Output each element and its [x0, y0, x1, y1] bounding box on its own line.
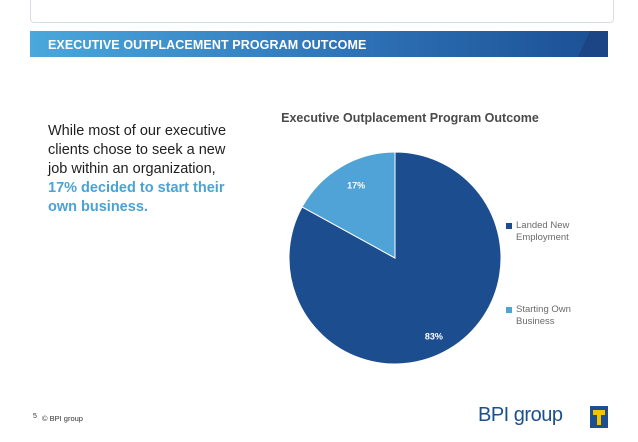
header-band-shape — [30, 31, 608, 57]
header-band: EXECUTIVE OUTPLACEMENT PROGRAM OUTCOME — [30, 31, 608, 57]
body-text-highlight: 17% decided to start their own business. — [48, 180, 225, 215]
logo-mark-icon — [590, 406, 608, 428]
legend-swatch — [506, 307, 512, 313]
legend-label: Landed New Employment — [516, 220, 570, 243]
pie-slice-starting-own-business — [301, 151, 396, 259]
logo-text: BPI group — [478, 404, 563, 426]
bpi-group-logo: BPI group — [478, 402, 608, 432]
copyright-text: © BPI group — [42, 414, 83, 423]
page-number: 5 — [33, 413, 37, 420]
legend-item: Starting Own Business — [506, 304, 586, 328]
pie-data-label: 83% — [425, 332, 443, 342]
top-frame — [30, 0, 614, 23]
legend-item: Landed New Employment — [506, 220, 586, 244]
legend-swatch — [506, 223, 512, 229]
body-text: While most of our executive clients chos… — [48, 122, 248, 217]
legend-label: Starting Own Business — [516, 304, 571, 327]
pie-data-label: 17% — [347, 180, 365, 190]
body-text-plain: While most of our executive clients chos… — [48, 123, 227, 177]
page-title: EXECUTIVE OUTPLACEMENT PROGRAM OUTCOME — [48, 38, 367, 52]
chart-title: Executive Outplacement Program Outcome — [281, 111, 539, 125]
